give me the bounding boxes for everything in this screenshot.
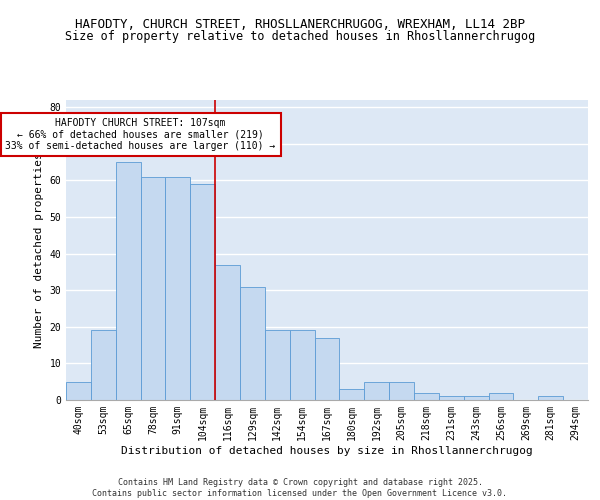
Text: Size of property relative to detached houses in Rhosllannerchrugog: Size of property relative to detached ho… [65,30,535,43]
Bar [464,396,488,400]
Bar [116,162,140,400]
X-axis label: Distribution of detached houses by size in Rhosllannerchrugog: Distribution of detached houses by size … [121,446,533,456]
Bar [290,330,314,400]
Text: HAFODTY CHURCH STREET: 107sqm
← 66% of detached houses are smaller (219)
33% of : HAFODTY CHURCH STREET: 107sqm ← 66% of d… [5,118,275,152]
Bar [240,286,265,400]
Bar [340,389,364,400]
Bar [389,382,414,400]
Bar [439,396,464,400]
Bar [66,382,91,400]
Bar [265,330,290,400]
Bar [414,392,439,400]
Y-axis label: Number of detached properties: Number of detached properties [34,152,44,348]
Bar [215,264,240,400]
Bar [314,338,340,400]
Text: HAFODTY, CHURCH STREET, RHOSLLANERCHRUGOG, WREXHAM, LL14 2BP: HAFODTY, CHURCH STREET, RHOSLLANERCHRUGO… [75,18,525,30]
Bar [488,392,514,400]
Bar [190,184,215,400]
Bar [140,177,166,400]
Bar [166,177,190,400]
Bar [538,396,563,400]
Bar [91,330,116,400]
Text: Contains HM Land Registry data © Crown copyright and database right 2025.
Contai: Contains HM Land Registry data © Crown c… [92,478,508,498]
Bar [364,382,389,400]
